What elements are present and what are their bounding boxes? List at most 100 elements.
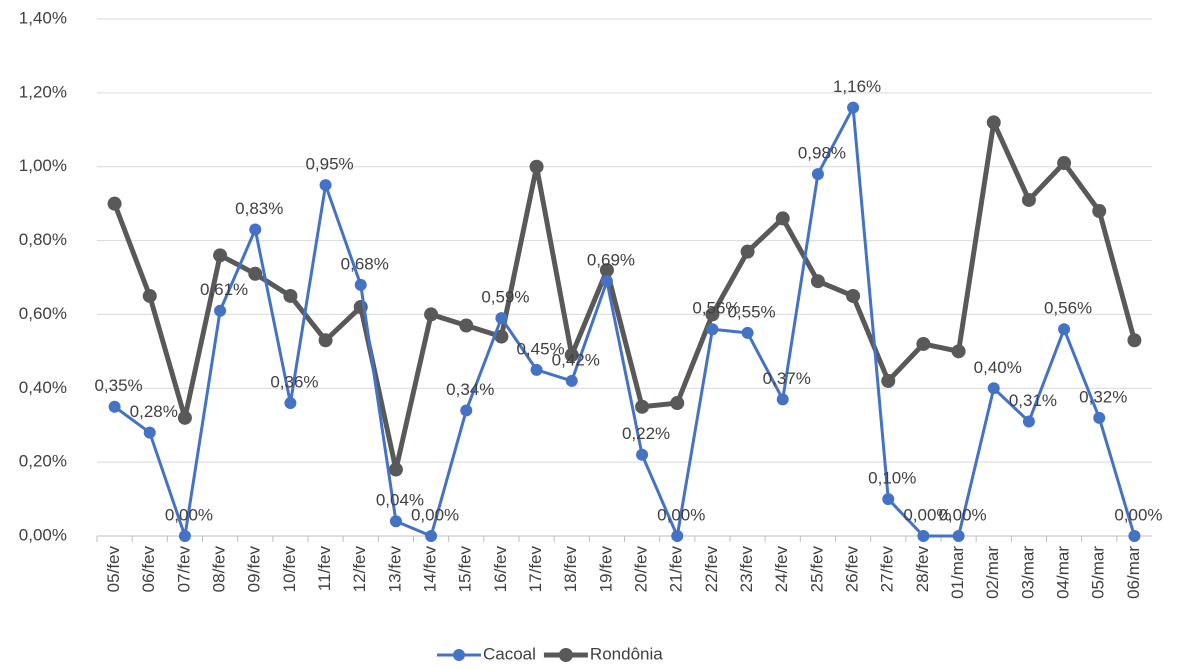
data-point [529,159,544,174]
data-label: 0,68% [341,254,389,273]
data-label: 0,40% [974,358,1022,377]
data-label: 0,22% [622,424,670,443]
series-line [113,106,1136,538]
data-label: 0,59% [481,288,529,307]
legend-marker [453,649,465,661]
data-point [706,323,719,336]
x-tick-label: 02/mar [983,546,1002,599]
data-point [565,374,578,387]
data-point [319,179,332,192]
data-point [986,115,1001,130]
legend-marker [558,648,573,662]
data-label: 0,45% [516,339,564,358]
x-tick-label: 24/fev [772,546,791,593]
data-label: 0,56% [692,299,740,318]
x-tick-label: 13/fev [385,546,404,593]
y-tick-label: 0,60% [19,304,67,323]
data-point [460,404,473,417]
legend-label: Rondônia [590,644,663,663]
y-tick-label: 0,20% [19,452,67,471]
data-point [1127,333,1142,348]
data-label: 0,00% [1114,505,1162,524]
data-point [213,248,228,263]
data-point [283,288,298,303]
y-tick-label: 0,00% [19,525,67,544]
data-label: 0,83% [235,199,283,218]
data-point [1128,530,1141,542]
x-tick-label: 06/mar [1124,546,1143,599]
data-label: 0,00% [657,505,705,524]
data-point [108,400,121,413]
x-tick-label: 10/fev [280,546,299,593]
data-point [354,278,367,291]
data-point [143,426,156,439]
data-point [142,288,157,303]
data-point [599,263,614,278]
data-point [740,244,755,259]
data-label: 0,56% [1044,299,1092,318]
data-label: 0,34% [446,380,494,399]
data-point [670,396,685,411]
data-point [495,312,508,325]
data-label: 0,61% [200,280,248,299]
y-tick-label: 0,40% [19,378,67,397]
data-point [881,373,896,388]
data-label: 0,00% [165,505,213,524]
data-point [671,530,684,542]
data-point [916,336,931,351]
x-tick-label: 11/fev [315,546,334,592]
data-point [951,344,966,359]
x-tick-label: 18/fev [561,546,580,593]
series [108,101,1141,542]
data-label: 0,36% [270,373,318,392]
data-label: 0,69% [587,251,635,270]
x-tick-label: 04/mar [1054,546,1073,599]
x-tick-label: 27/fev [878,546,897,593]
data-label: 0,35% [94,376,142,395]
y-tick-label: 1,40% [19,8,67,27]
data-label: 1,16% [833,77,881,96]
y-tick-label: 1,00% [19,156,67,175]
data-point [775,211,790,226]
data-point [424,307,439,322]
x-tick-label: 19/fev [596,546,615,593]
data-label: 0,28% [130,402,178,421]
data-point [389,515,402,528]
x-tick-label: 07/fev [174,546,193,593]
x-tick-label: 05/fev [104,546,123,593]
x-tick-label: 06/fev [139,546,158,593]
data-point [177,410,192,425]
data-label: 0,95% [305,155,353,174]
data-label: 0,04% [376,491,424,510]
x-tick-label: 15/fev [456,546,475,593]
data-point [846,288,861,303]
data-point [600,275,613,288]
data-point [847,101,860,114]
x-tick-label: 16/fev [491,546,510,593]
x-tick-label: 20/fev [632,546,651,593]
x-tick-label: 25/fev [807,546,826,593]
legend-label: Cacoal [483,644,536,663]
data-label: 0,10% [868,469,916,488]
data-point [917,530,930,542]
data-point [284,397,297,410]
data-point [635,399,650,414]
data-point [107,196,122,211]
x-tick-label: 28/fev [913,546,932,593]
y-tick-label: 1,20% [19,82,67,101]
data-point [810,274,825,289]
data-point [1092,204,1107,219]
x-tick-label: 08/fev [210,546,229,593]
x-tick-label: 03/mar [1018,546,1037,599]
x-tick-label: 01/mar [948,546,967,599]
data-point [249,223,262,236]
data-label: 0,42% [552,350,600,369]
x-tick-label: 22/fev [702,546,721,593]
x-tick-label: 05/mar [1089,546,1108,599]
data-point [741,326,754,339]
data-point [1021,192,1036,207]
data-point [459,318,474,333]
x-tick-label: 09/fev [245,546,264,593]
data-point [564,348,579,363]
data-label: 0,00% [411,505,459,524]
